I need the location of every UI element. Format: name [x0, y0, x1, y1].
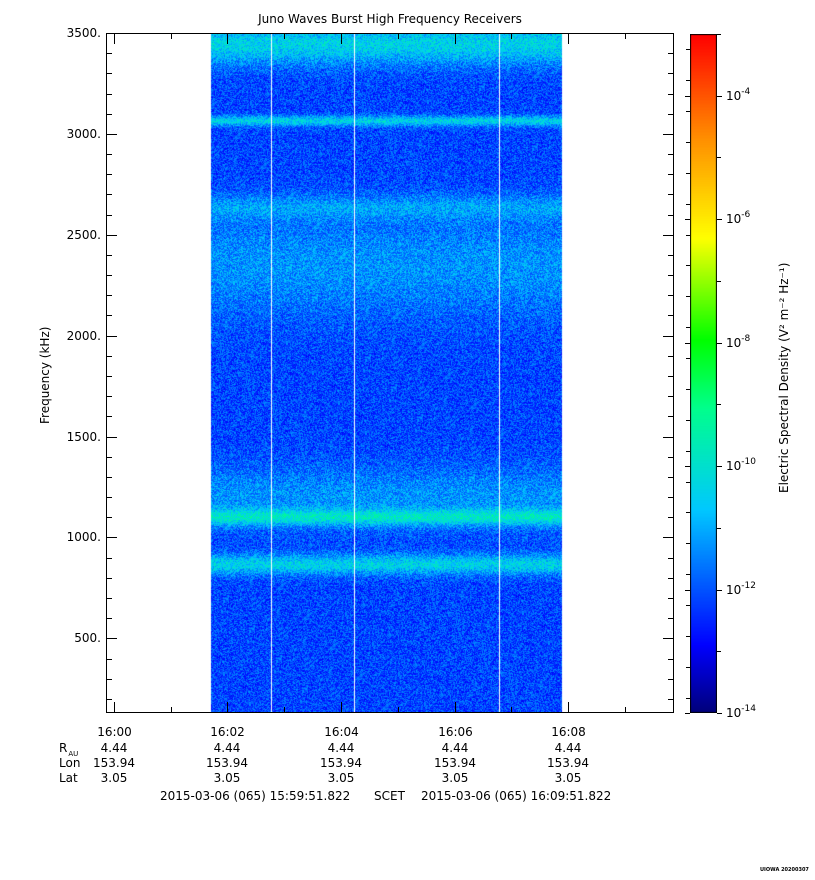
chart-title: Juno Waves Burst High Frequency Receiver…: [258, 12, 522, 26]
footer-end-time: 2015-03-06 (065) 16:09:51.822: [421, 789, 612, 803]
footer-start-time: 2015-03-06 (065) 15:59:51.822: [160, 789, 351, 803]
ephemeris-row-label: Lon: [59, 756, 81, 770]
colorbar-tick-label: 10-10: [726, 456, 756, 473]
ephemeris-row-label: RAU: [59, 741, 79, 758]
y-tick-label: 1000.: [66, 529, 101, 544]
x-tick-label: 16:04: [324, 725, 359, 739]
ephemeris-value: 4.44: [327, 741, 355, 755]
colorbar-tick-label: 10-14: [726, 703, 756, 720]
ephemeris-value: 4.44: [213, 741, 241, 755]
ephemeris-value: 4.44: [554, 741, 582, 755]
colorbar: [690, 34, 717, 713]
x-tick-label: 16:02: [210, 725, 245, 739]
ephemeris-value: 153.94: [547, 756, 589, 770]
ephemeris-value: 153.94: [93, 756, 135, 770]
ephemeris-value: 3.05: [213, 771, 241, 785]
colorbar-tick-label: 10-6: [726, 209, 751, 226]
colorbar-label: Electric Spectral Density (V² m⁻² Hz⁻¹): [777, 262, 791, 493]
y-tick-label: 2000.: [66, 328, 101, 343]
x-tick-label: 16:06: [438, 725, 473, 739]
ephemeris-value: 4.44: [100, 741, 128, 755]
x-tick-label: 16:00: [97, 725, 132, 739]
y-tick-label: 3000.: [66, 126, 101, 141]
ephemeris-value: 3.05: [441, 771, 469, 785]
ephemeris-value: 3.05: [554, 771, 582, 785]
x-tick-label: 16:08: [551, 725, 586, 739]
colorbar-tick-label: 10-12: [726, 580, 756, 597]
y-tick-label: 1500.: [66, 429, 101, 444]
ephemeris-value: 3.05: [100, 771, 128, 785]
ephemeris-value: 153.94: [320, 756, 362, 770]
ephemeris-value: 153.94: [206, 756, 248, 770]
colorbar-tick-label: 10-4: [726, 86, 751, 103]
y-tick-label: 3500.: [66, 25, 101, 40]
ephemeris-row-label: Lat: [59, 771, 78, 785]
colorbar-tick-label: 10-8: [726, 333, 751, 350]
plot-area: [106, 33, 674, 713]
ephemeris-value: 3.05: [327, 771, 355, 785]
y-tick-label: 2500.: [66, 227, 101, 242]
ephemeris-value: 4.44: [441, 741, 469, 755]
footer-scet-label: SCET: [374, 789, 405, 803]
spectrogram: [107, 34, 673, 712]
y-tick-label: 500.: [74, 630, 101, 645]
ephemeris-value: 153.94: [434, 756, 476, 770]
uiowa-stamp: UIOWA 20200307: [760, 867, 809, 873]
